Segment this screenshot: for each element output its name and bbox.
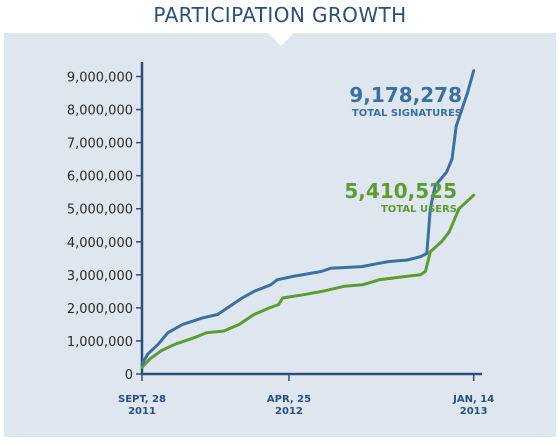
y-tick-label: 0 <box>125 368 133 383</box>
chart-title: PARTICIPATION GROWTH <box>153 3 407 27</box>
series-line-total-signatures <box>140 69 476 366</box>
y-tick-label: 1,000,000 <box>67 335 133 350</box>
users-name-label: TOTAL USERS <box>381 204 457 215</box>
y-tick-label: 4,000,000 <box>67 236 133 251</box>
series-line-total-users <box>140 193 476 369</box>
x-tick-year: 2011 <box>128 406 156 417</box>
y-tick-label: 7,000,000 <box>67 137 133 152</box>
y-tick-label: 5,000,000 <box>67 203 133 218</box>
x-tick-label: JAN, 14 <box>452 394 494 405</box>
x-tick-year: 2013 <box>460 406 488 417</box>
x-tick-label: SEPT, 28 <box>118 394 166 405</box>
y-tick-label: 8,000,000 <box>67 104 133 119</box>
y-tick-label: 9,000,000 <box>67 71 133 86</box>
y-tick-label: 2,000,000 <box>67 302 133 317</box>
users-value-label: 5,410,525 <box>344 179 457 203</box>
signatures-value-label: 9,178,278 <box>349 83 462 107</box>
y-tick-label: 6,000,000 <box>67 170 133 185</box>
y-tick-label: 3,000,000 <box>67 269 133 284</box>
signatures-name-label: TOTAL SIGNATURES <box>352 108 462 119</box>
x-tick-year: 2012 <box>275 406 303 417</box>
x-tick-label: APR, 25 <box>267 394 311 405</box>
